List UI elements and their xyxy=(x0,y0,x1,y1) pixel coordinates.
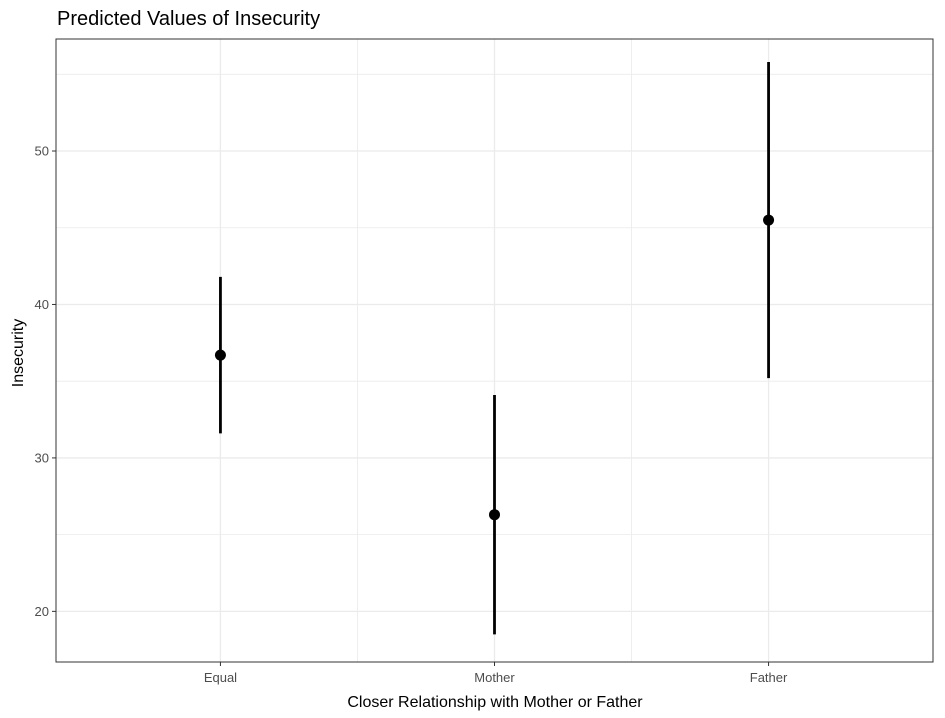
data-point-equal xyxy=(214,349,226,361)
y-axis-ticks: 20 30 40 50 xyxy=(35,144,56,619)
y-tick-label: 50 xyxy=(35,144,49,159)
chart-title: Predicted Values of Insecurity xyxy=(57,8,320,30)
y-tick-label: 20 xyxy=(35,604,49,619)
data-point-mother xyxy=(489,509,500,521)
x-axis-title: Closer Relationship with Mother or Fathe… xyxy=(347,694,643,711)
data-points xyxy=(214,214,775,521)
y-tick-label: 30 xyxy=(35,450,49,465)
x-tick-label: Equal xyxy=(204,670,237,685)
data-point-father xyxy=(763,214,775,226)
x-tick-label: Mother xyxy=(474,670,515,685)
x-axis-ticks: Equal Mother Father xyxy=(204,662,788,685)
y-axis-title: Insecurity xyxy=(10,319,27,387)
x-tick-label: Father xyxy=(750,670,788,685)
y-tick-label: 40 xyxy=(35,297,49,312)
